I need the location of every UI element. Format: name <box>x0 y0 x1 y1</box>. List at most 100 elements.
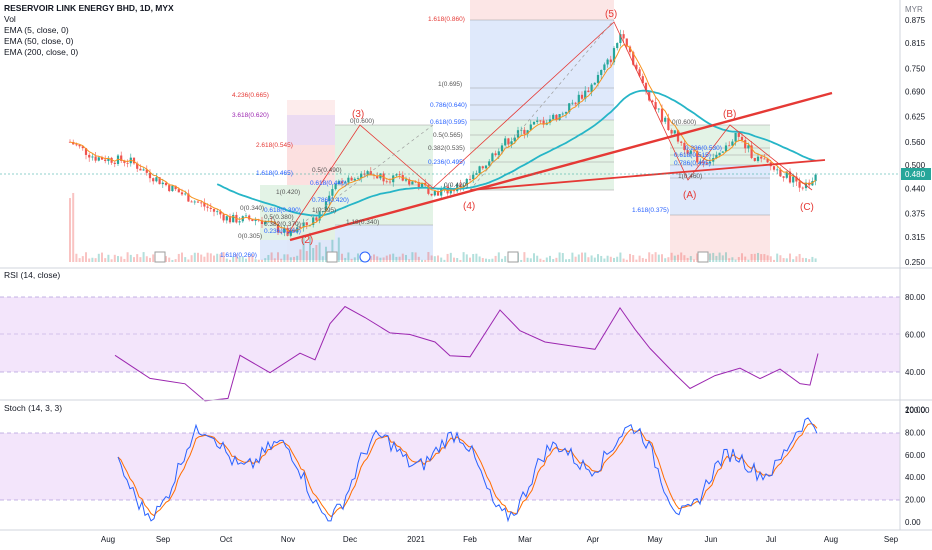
volume-bar <box>769 256 772 262</box>
candle-body <box>715 155 718 158</box>
indicator-ema50: EMA (50, close, 0) <box>4 36 74 46</box>
volume-bar <box>805 258 807 262</box>
price-tick-label: 0.375 <box>905 210 926 219</box>
volume-bar <box>369 256 372 262</box>
volume-bar <box>296 255 299 262</box>
volume-bar <box>670 252 673 262</box>
volume-bar <box>78 258 81 262</box>
candle-body <box>446 186 449 194</box>
time-axis[interactable]: Aug Sep Oct Nov Dec 2021 Feb Mar Apr May Jun Jul Aug… <box>101 535 899 544</box>
candle-body <box>728 145 731 147</box>
elliott-wave-path <box>286 21 813 236</box>
candle-body <box>731 141 734 146</box>
candle-body <box>97 157 100 161</box>
candle-body <box>664 117 667 122</box>
volume-bar <box>152 254 155 262</box>
candle-body <box>353 178 356 181</box>
volume-bar <box>725 252 727 262</box>
volume-bar <box>289 257 292 262</box>
candle-body <box>590 84 593 93</box>
volume-bar <box>661 254 663 262</box>
volume-bar <box>462 252 465 262</box>
volume-bar <box>488 259 491 262</box>
time-tick-label: Oct <box>220 535 233 544</box>
stoch-tick-label: 100.00 <box>905 406 930 415</box>
volume-bar <box>209 253 212 262</box>
volume-bar <box>72 192 75 262</box>
candle-body <box>507 138 510 145</box>
volume-bar <box>81 256 84 262</box>
candle-body <box>369 171 372 175</box>
volume-bar <box>177 253 180 262</box>
wave-label-2: (2) <box>301 235 313 246</box>
volume-bar <box>245 258 247 262</box>
volume-bar <box>731 257 734 262</box>
candle-body <box>289 229 292 236</box>
volume-bar <box>181 252 183 262</box>
fib-level-label: 0(0.420) <box>444 182 468 189</box>
candle-body <box>200 202 203 204</box>
volume-bar <box>811 256 814 262</box>
candle-body <box>692 150 696 152</box>
volume-bar <box>625 259 628 262</box>
stoch-tick-label: 80.00 <box>905 428 926 437</box>
candle-body <box>785 171 788 178</box>
volume-bar <box>353 257 356 262</box>
candle-body <box>180 192 184 195</box>
candle-body <box>542 120 545 125</box>
volume-bar <box>398 256 401 262</box>
price-axis[interactable]: 0.875 0.815 0.750 0.690 0.625 0.560 0.500 0.440… <box>905 16 930 527</box>
volume-bar <box>622 258 625 262</box>
volume-bar <box>773 259 775 262</box>
candle-body <box>526 130 529 134</box>
volume-bar <box>120 256 123 262</box>
price-tick-label: 0.500 <box>905 161 926 170</box>
fib-level-labels: 4.236(0.665) 3.618(0.620) 2.618(0.545) 1.61… <box>220 16 722 259</box>
stoch-pane-label: Stoch (14, 3, 3) <box>4 403 62 413</box>
volume-bar <box>187 259 190 262</box>
volume-bar <box>389 254 391 262</box>
candle-body <box>302 222 305 228</box>
volume-bar <box>734 259 737 262</box>
event-markers[interactable] <box>154 251 709 263</box>
trendline-support[interactable] <box>289 91 833 242</box>
trendline-resistance[interactable] <box>469 159 826 191</box>
fib-level-label: 0(0.600) <box>350 118 374 125</box>
volume-bar <box>219 254 222 262</box>
volume-bar <box>408 259 411 262</box>
last-price-label: 0.480 <box>905 170 926 179</box>
candle-body <box>136 163 139 169</box>
volume-bar <box>315 245 318 262</box>
stoch-tick-label: 20.00 <box>905 496 926 505</box>
candle-body <box>494 153 497 156</box>
fib-level-label: 0.5(0.380) <box>264 214 294 221</box>
candle-body <box>561 113 564 115</box>
fib-level-label: 1(0.695) <box>438 81 462 88</box>
candle-body <box>587 90 590 93</box>
candle-body <box>177 189 180 193</box>
candle-body <box>299 227 302 229</box>
candle-body <box>625 38 628 47</box>
fib-level-label: 1.18(0.340) <box>346 219 379 226</box>
volume-bar <box>385 255 388 262</box>
indicator-ema200: EMA (200, close, 0) <box>4 47 79 57</box>
candle-body <box>552 114 555 120</box>
volume-bar <box>718 252 721 262</box>
candle-body <box>763 158 766 160</box>
volume-bar <box>789 253 791 262</box>
fib-level-label: 1.618(0.260) <box>220 252 257 259</box>
volume-bar <box>193 252 196 262</box>
volume-bar <box>184 257 187 262</box>
volume-bar <box>136 254 139 262</box>
candle-body <box>142 169 145 171</box>
candle-body <box>740 136 744 141</box>
volume-bar <box>536 255 539 262</box>
candle-body <box>120 155 123 161</box>
rsi-line <box>114 305 819 402</box>
candle-body <box>510 141 513 145</box>
candle-body <box>600 69 603 75</box>
volume-bar <box>561 253 564 262</box>
candle-body <box>481 166 484 169</box>
candle-body <box>468 178 472 180</box>
